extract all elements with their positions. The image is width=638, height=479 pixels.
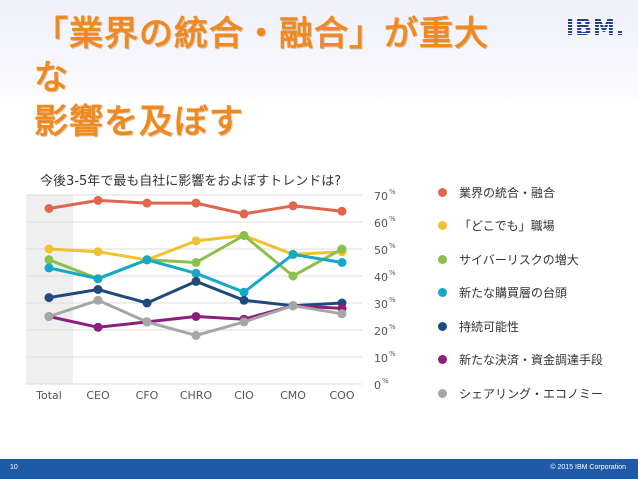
data-point xyxy=(45,263,54,272)
data-point xyxy=(240,231,249,240)
data-point xyxy=(45,293,54,302)
data-point xyxy=(94,285,103,294)
legend-marker xyxy=(438,322,447,331)
x-tick-label: CMO xyxy=(280,389,306,402)
data-point xyxy=(289,201,298,210)
y-tick-label: 50 xyxy=(374,244,388,257)
y-tick-unit: % xyxy=(389,350,396,358)
legend-marker xyxy=(438,288,447,297)
legend-item: 新たな購買層の台頭 xyxy=(438,284,628,302)
data-point xyxy=(338,309,347,318)
x-tick-label: CFO xyxy=(136,389,159,402)
data-point xyxy=(94,274,103,283)
data-point xyxy=(143,317,152,326)
legend-label: 「どこでも」職場 xyxy=(459,217,555,234)
data-point xyxy=(240,288,249,297)
legend-item: 「どこでも」職場 xyxy=(438,217,628,235)
page-number: 10 xyxy=(10,464,18,471)
y-tick-unit: % xyxy=(389,188,396,196)
legend-item: 業界の統合・融合 xyxy=(438,183,628,201)
data-point xyxy=(192,258,201,267)
y-tick-label: 70 xyxy=(374,190,388,203)
y-tick-label: 30 xyxy=(374,298,388,311)
data-point xyxy=(338,207,347,216)
legend-marker xyxy=(438,389,447,398)
legend-label: 持続可能性 xyxy=(459,318,519,335)
data-point xyxy=(143,199,152,208)
data-point xyxy=(240,209,249,218)
data-point xyxy=(192,277,201,286)
data-point xyxy=(338,245,347,254)
data-point xyxy=(143,299,152,308)
data-point xyxy=(94,323,103,332)
x-tick-label: CEO xyxy=(86,389,110,402)
y-tick-unit: % xyxy=(389,242,396,250)
data-point xyxy=(192,269,201,278)
y-tick-label: 10 xyxy=(374,352,388,365)
legend-marker xyxy=(438,355,447,364)
legend-marker xyxy=(438,255,447,264)
y-tick-unit: % xyxy=(389,269,396,277)
data-point xyxy=(192,236,201,245)
legend-item: シェアリング・エコノミー xyxy=(438,384,628,402)
legend-item: 持続可能性 xyxy=(438,317,628,335)
legend-label: 新たな決済・資金調達手段 xyxy=(459,351,603,368)
data-point xyxy=(192,199,201,208)
legend-label: 新たな購買層の台頭 xyxy=(459,284,567,301)
y-tick-label: 60 xyxy=(374,217,388,230)
data-point xyxy=(240,317,249,326)
y-tick-unit: % xyxy=(389,215,396,223)
data-point xyxy=(94,196,103,205)
data-point xyxy=(94,247,103,256)
data-point xyxy=(45,255,54,264)
legend-marker xyxy=(438,221,447,230)
y-tick-label: 0 xyxy=(374,379,381,392)
data-point xyxy=(289,272,298,281)
x-tick-label: COO xyxy=(330,389,355,402)
data-point xyxy=(338,258,347,267)
data-point xyxy=(289,301,298,310)
y-tick-unit: % xyxy=(389,323,396,331)
data-point xyxy=(240,296,249,305)
data-point xyxy=(45,312,54,321)
data-point xyxy=(94,296,103,305)
y-tick-label: 20 xyxy=(374,325,388,338)
data-point xyxy=(192,331,201,340)
copyright-text: © 2015 IBM Corporation xyxy=(550,464,626,471)
footer-bar xyxy=(0,459,638,479)
legend-label: シェアリング・エコノミー xyxy=(459,385,603,402)
legend-item: サイバーリスクの増大 xyxy=(438,250,628,268)
y-tick-unit: % xyxy=(382,377,389,385)
data-point xyxy=(45,245,54,254)
data-point xyxy=(192,312,201,321)
x-tick-label: CHRO xyxy=(180,389,213,402)
legend-label: サイバーリスクの増大 xyxy=(459,251,579,268)
y-tick-unit: % xyxy=(389,296,396,304)
total-highlight-band xyxy=(26,195,73,384)
data-point xyxy=(45,204,54,213)
x-tick-label: Total xyxy=(35,389,62,402)
data-point xyxy=(289,250,298,259)
legend-item: 新たな決済・資金調達手段 xyxy=(438,351,628,369)
legend-label: 業界の統合・融合 xyxy=(459,184,555,201)
y-tick-label: 40 xyxy=(374,271,388,284)
data-point xyxy=(143,255,152,264)
legend-marker xyxy=(438,188,447,197)
x-tick-label: CIO xyxy=(234,389,254,402)
